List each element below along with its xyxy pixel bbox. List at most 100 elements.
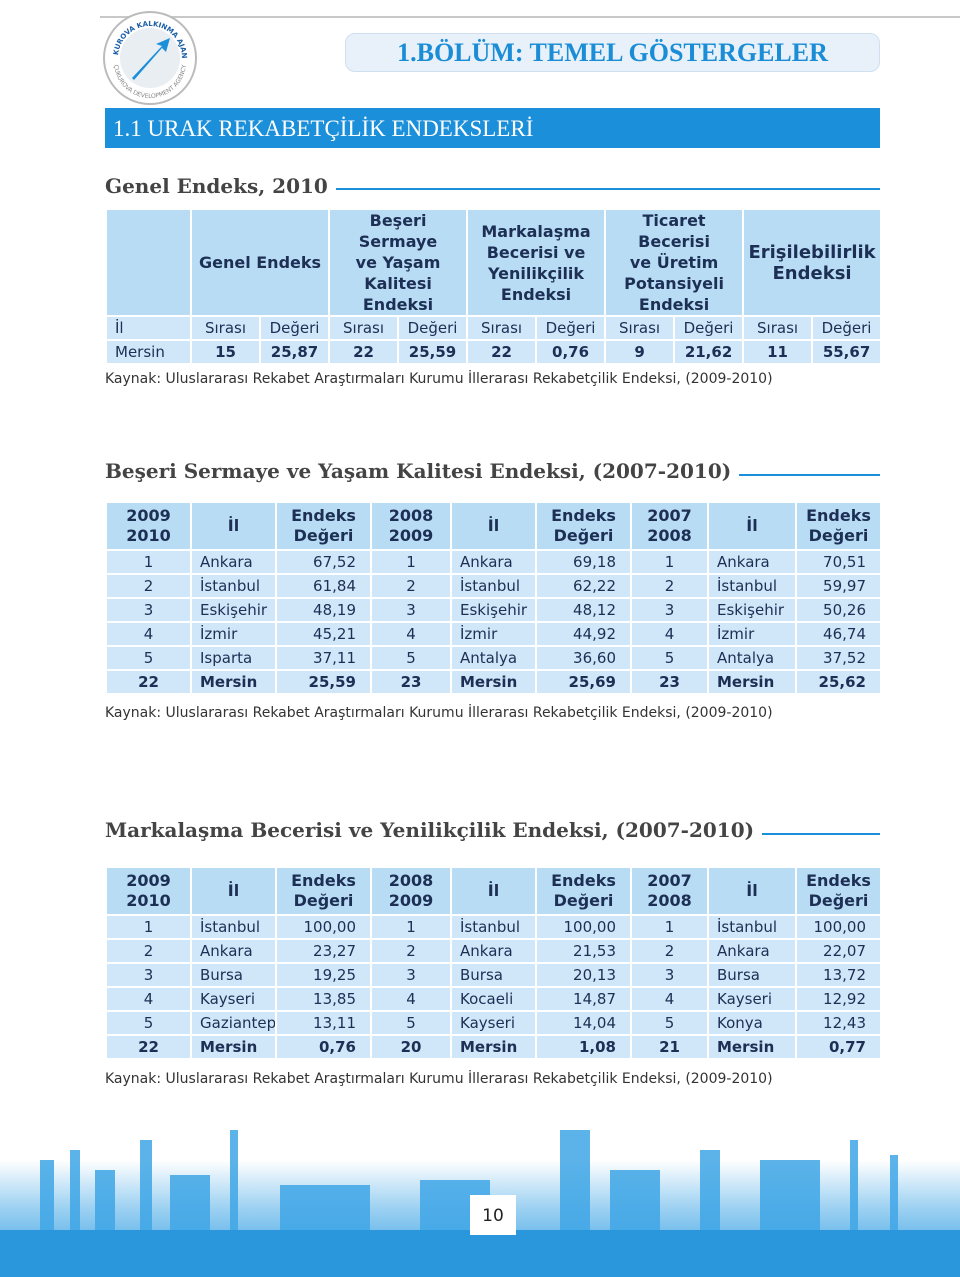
header-row: Genel Endeks Beşeri Sermaye ve Yaşam Kali…	[105, 208, 883, 317]
cell: 12,43	[795, 1010, 882, 1036]
cell: 50,26	[795, 597, 882, 623]
cell: Ankara	[450, 938, 537, 964]
header-cell: İl	[707, 501, 797, 551]
cell: 2	[370, 938, 452, 964]
cell: Antalya	[450, 645, 537, 671]
cell: İstanbul	[190, 573, 277, 599]
cell: 21	[630, 1034, 709, 1060]
cell: 1,08	[535, 1034, 632, 1060]
subheader-cell: Değeri	[535, 315, 607, 341]
row: 4 Kayseri 13,85 4 Kocaeli 14,87 4 Kayseri 12,92	[105, 986, 882, 1012]
cell: Mersin	[707, 669, 797, 695]
cell: 70,51	[795, 549, 882, 575]
cell: 25,69	[535, 669, 632, 695]
cell: Antalya	[707, 645, 797, 671]
cell: Ankara	[707, 938, 797, 964]
header-cell: 2007 2008	[630, 501, 709, 551]
cell: 4	[105, 621, 192, 647]
cell: 5	[105, 1010, 192, 1036]
subheader-cell: Sırası	[742, 315, 814, 341]
header-cell	[105, 208, 192, 317]
source: Kaynak: Uluslararası Rekabet Araştırmala…	[105, 705, 773, 721]
chapter-title: 1.BÖLÜM: TEMEL GÖSTERGELER	[345, 33, 880, 72]
cell: Ankara	[190, 549, 277, 575]
row: Mersin 15 25,87 22 25,59 22 0,76 9 21,62 11 55,67	[105, 339, 883, 365]
cell: 48,12	[535, 597, 632, 623]
cell: 5	[105, 645, 192, 671]
logo: ÇUKUROVA KALKINMA AJANSI ÇUKUROVA DEVELO…	[100, 8, 197, 105]
cell: Ankara	[190, 938, 277, 964]
table-title: Genel Endeks, 2010	[105, 174, 336, 198]
source: Kaynak: Uluslararası Rekabet Araştırmala…	[105, 1071, 773, 1087]
cell: Mersin	[450, 669, 537, 695]
cell: İstanbul	[190, 914, 277, 940]
cell: 44,92	[535, 621, 632, 647]
cell: Gaziantep	[190, 1010, 277, 1036]
cell: 15	[190, 339, 261, 365]
cell: 23	[630, 669, 709, 695]
cell: 21,53	[535, 938, 632, 964]
subheader-cell: Değeri	[811, 315, 883, 341]
row: 22 Mersin 25,59 23 Mersin 25,69 23 Mersin 25,62	[105, 669, 882, 695]
cell: 3	[630, 597, 709, 623]
cell: 22	[105, 669, 192, 695]
subheader-row: İl Sırası Değeri Sırası Değeri Sırası Değeri Sı…	[105, 315, 883, 341]
cell: 19,25	[275, 962, 372, 988]
group-header: Ticaret Becerisi ve Üretim Potansiyeli E…	[604, 208, 745, 317]
cell: 1	[630, 549, 709, 575]
cell: Ankara	[707, 549, 797, 575]
cell: 59,97	[795, 573, 882, 599]
cell: 22	[328, 339, 400, 365]
cell: 48,19	[275, 597, 372, 623]
subheader-cell: Sırası	[604, 315, 676, 341]
cell: 5	[630, 645, 709, 671]
cell: 14,04	[535, 1010, 632, 1036]
cell: 46,74	[795, 621, 882, 647]
cell: Kayseri	[450, 1010, 537, 1036]
header-cell: 2008 2009	[370, 501, 452, 551]
cell: İstanbul	[707, 573, 797, 599]
header-cell: Endeks Değeri	[535, 866, 632, 916]
cell: Kayseri	[707, 986, 797, 1012]
header-cell: İl	[190, 501, 277, 551]
cell: Bursa	[190, 962, 277, 988]
cell: Mersin	[190, 1034, 277, 1060]
cell: 4	[105, 986, 192, 1012]
cell: 69,18	[535, 549, 632, 575]
cell: 0,76	[535, 339, 607, 365]
cell: Mersin	[450, 1034, 537, 1060]
cell: 12,92	[795, 986, 882, 1012]
cell: 3	[370, 597, 452, 623]
cell: 9	[604, 339, 676, 365]
cell: İzmir	[707, 621, 797, 647]
title-rule	[700, 474, 880, 476]
cell: 100,00	[795, 914, 882, 940]
cell: 67,52	[275, 549, 372, 575]
cell: 0,76	[275, 1034, 372, 1060]
cell: 20	[370, 1034, 452, 1060]
row: 5 Gaziantep 13,11 5 Kayseri 14,04 5 Konya 12,43	[105, 1010, 882, 1036]
group-header: Genel Endeks	[189, 208, 331, 317]
cell: Isparta	[190, 645, 277, 671]
header-cell: 2008 2009	[370, 866, 452, 916]
cell: 1	[105, 549, 192, 575]
row: 4 İzmir 45,21 4 İzmir 44,92 4 İzmir 46,74	[105, 621, 882, 647]
header-row: 2009 2010 İl Endeks Değeri 2008 2009 İl Endek…	[105, 866, 882, 916]
row: 1 Ankara 67,52 1 Ankara 69,18 1 Ankara 70,51	[105, 549, 882, 575]
cell: İzmir	[450, 621, 537, 647]
table: 2009 2010 İl Endeks Değeri 2008 2009 İl Endek…	[105, 501, 882, 695]
subheader-cell: Sırası	[190, 315, 261, 341]
cell: Eskişehir	[190, 597, 277, 623]
cell: 62,22	[535, 573, 632, 599]
cell: Eskişehir	[450, 597, 537, 623]
header-cell: 2009 2010	[105, 501, 192, 551]
section-title: 1.1 URAK REKABETÇİLİK ENDEKSLERİ	[105, 108, 880, 148]
cell: 0,77	[795, 1034, 882, 1060]
cell: 2	[630, 938, 709, 964]
cell: Mersin	[707, 1034, 797, 1060]
cell: 22,07	[795, 938, 882, 964]
title-rule	[722, 833, 880, 835]
cell: 23	[370, 669, 452, 695]
cell: 1	[370, 549, 452, 575]
cell: 1	[370, 914, 452, 940]
